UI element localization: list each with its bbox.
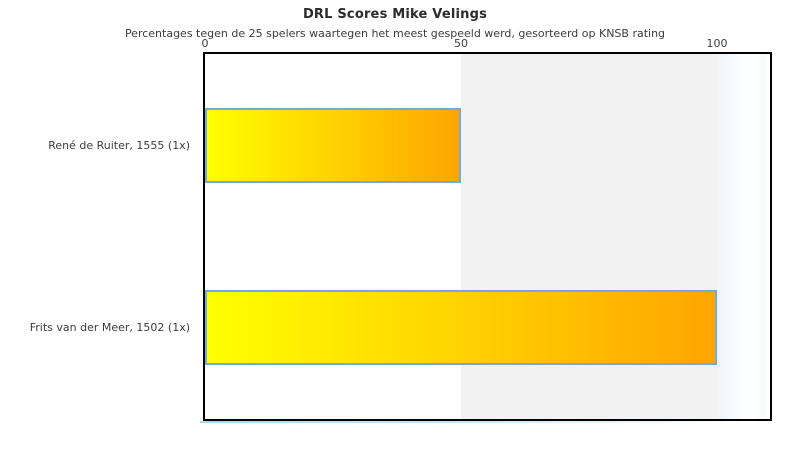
chart-subtitle: Percentages tegen de 25 spelers waartege… [124, 27, 666, 40]
category-label: René de Ruiter, 1555 (1x) [48, 138, 190, 152]
x-tick-label: 0 [201, 37, 209, 50]
bottom-accent-line [200, 421, 772, 423]
x-tick-label: 100 [706, 37, 728, 50]
plot-area [203, 52, 772, 421]
bar-1 [205, 290, 717, 366]
category-label: Frits van der Meer, 1502 (1x) [29, 321, 190, 335]
chart-title: DRL Scores Mike Velings [302, 7, 488, 22]
bar-0 [205, 107, 461, 183]
x-tick-label: 50 [454, 37, 468, 50]
overflow-gradient-region [717, 54, 770, 419]
